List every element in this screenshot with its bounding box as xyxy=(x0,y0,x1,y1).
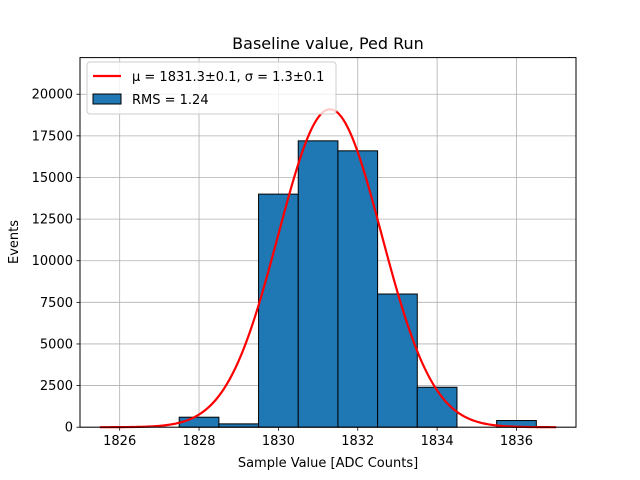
y-tick-label: 15000 xyxy=(32,171,73,186)
x-axis-ticks: 1826 1828 1830 1832 1834 1836 xyxy=(103,427,533,449)
histogram-bar xyxy=(297,140,339,428)
y-tick-label: 17500 xyxy=(32,129,73,144)
histogram-bar xyxy=(178,416,220,428)
legend-fit-label: μ = 1831.3±0.1, σ = 1.3±0.1 xyxy=(132,70,324,85)
plot-frame xyxy=(79,57,577,428)
histogram-bars xyxy=(178,140,537,428)
y-axis-label: Events xyxy=(7,220,22,264)
x-tick-label: 1826 xyxy=(103,434,136,449)
x-tick-label: 1832 xyxy=(341,434,374,449)
y-tick-label: 2500 xyxy=(40,379,73,394)
y-tick-label: 12500 xyxy=(32,213,73,228)
y-axis-ticks: 0 2500 5000 7500 10000 12500 15000 17500 20000 xyxy=(32,88,80,436)
y-tick-label: 0 xyxy=(65,421,73,436)
y-tick-label: 7500 xyxy=(40,296,73,311)
x-tick-label: 1828 xyxy=(182,434,215,449)
legend-hist-swatch xyxy=(92,93,122,105)
y-tick-label: 20000 xyxy=(32,88,73,103)
x-axis-label: Sample Value [ADC Counts] xyxy=(238,456,418,471)
legend-box xyxy=(86,61,337,115)
histogram-bar xyxy=(258,193,299,428)
x-tick-label: 1830 xyxy=(262,434,295,449)
x-tick-label: 1834 xyxy=(421,434,454,449)
y-tick-label: 10000 xyxy=(32,254,73,269)
histogram-bar xyxy=(337,150,379,428)
chart-title: Baseline value, Ped Run xyxy=(232,34,424,53)
legend-hist-label: RMS = 1.24 xyxy=(132,93,209,108)
x-tick-label: 1836 xyxy=(500,434,533,449)
histogram-bar xyxy=(377,293,418,428)
y-tick-label: 5000 xyxy=(40,337,73,352)
legend: μ = 1831.3±0.1, σ = 1.3±0.1 RMS = 1.24 xyxy=(86,61,337,115)
